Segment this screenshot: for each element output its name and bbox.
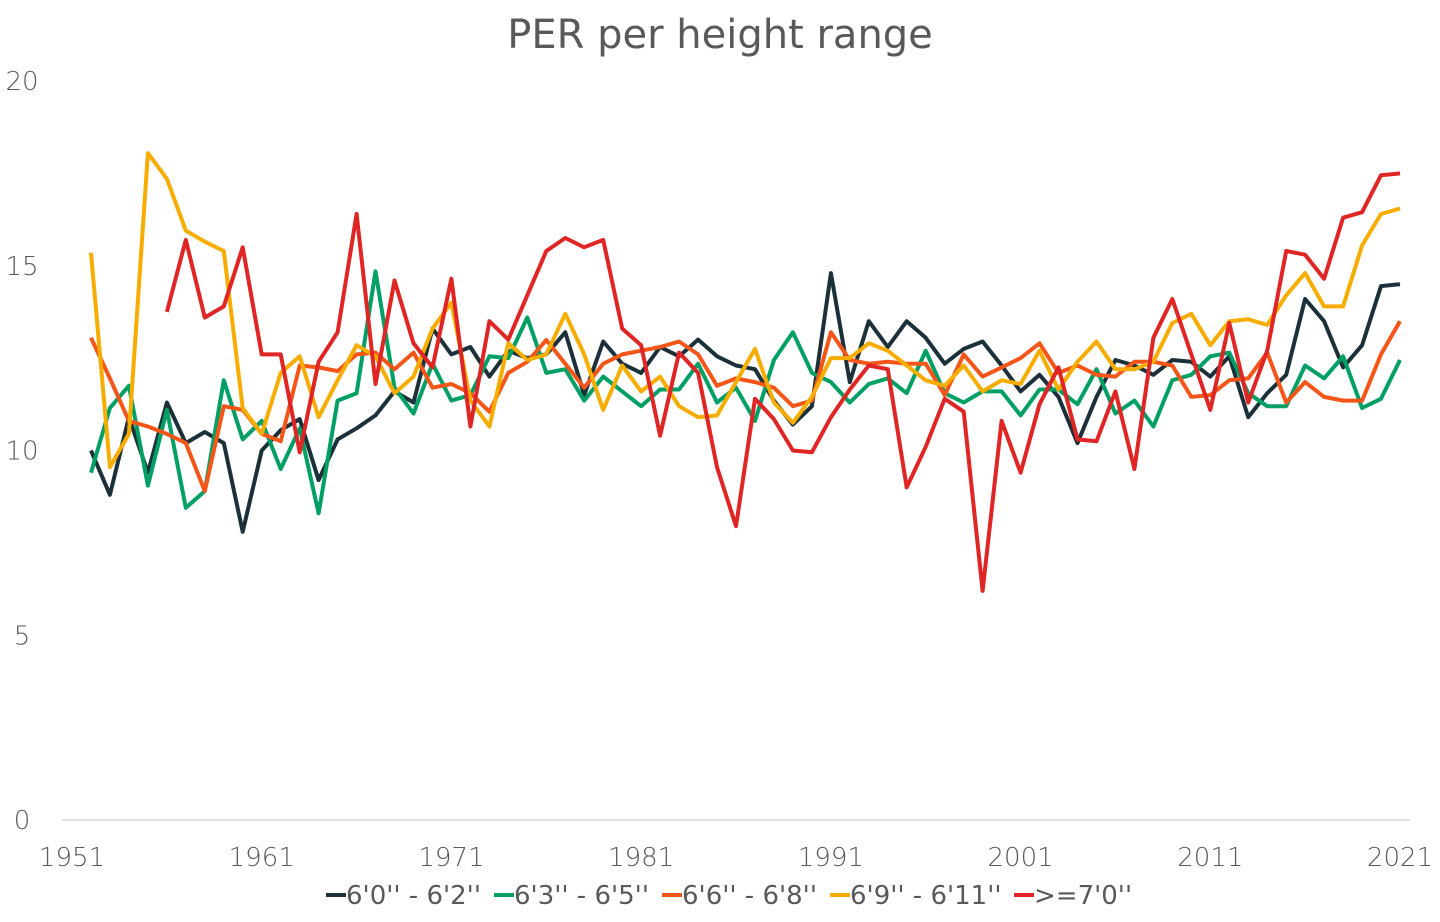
x-tick-label: 1981	[608, 843, 674, 873]
legend-item: 6'0'' - 6'2''	[326, 881, 481, 911]
legend-item: 6'9'' - 6'11''	[830, 881, 1002, 911]
x-tick-label: 1951	[39, 843, 105, 873]
x-tick-label: 2021	[1367, 843, 1433, 873]
series-line-3	[89, 151, 1401, 470]
legend-item: >=7'0''	[1014, 881, 1132, 911]
x-tick-label: 2011	[1177, 843, 1243, 873]
y-tick-label: 10	[5, 437, 38, 467]
legend-label: 6'6'' - 6'8''	[682, 881, 817, 911]
x-tick-label: 1961	[229, 843, 295, 873]
series-line-4	[164, 171, 1401, 593]
y-tick-label: 5	[14, 621, 31, 651]
legend-label: 6'0'' - 6'2''	[346, 881, 481, 911]
legend-item: 6'6'' - 6'8''	[662, 881, 817, 911]
legend-item: 6'3'' - 6'5''	[494, 881, 649, 911]
y-tick-label: 15	[5, 252, 38, 282]
legend-label: 6'9'' - 6'11''	[850, 881, 1002, 911]
y-tick-label: 0	[14, 806, 31, 836]
x-tick-label: 2001	[987, 843, 1053, 873]
x-tick-label: 1971	[418, 843, 484, 873]
series-line-2	[89, 320, 1402, 494]
legend-label: >=7'0''	[1034, 881, 1132, 911]
legend-label: 6'3'' - 6'5''	[514, 881, 649, 911]
y-tick-label: 20	[5, 67, 38, 97]
x-tick-label: 1991	[798, 843, 864, 873]
chart-title: PER per height range	[507, 12, 933, 58]
